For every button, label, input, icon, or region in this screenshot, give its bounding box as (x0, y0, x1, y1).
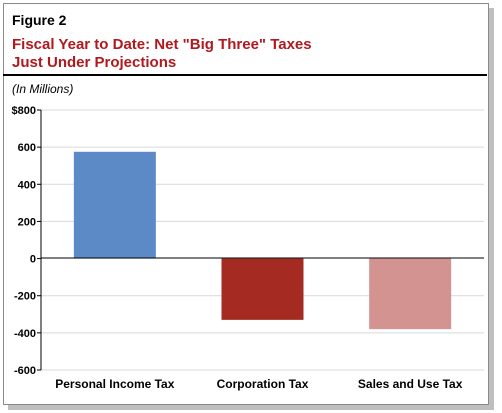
bars (73, 151, 452, 330)
y-tick-label: 200 (18, 216, 36, 228)
axes (40, 110, 484, 370)
y-tick-label: 600 (18, 142, 36, 154)
x-tick-labels: Personal Income Tax Corporation Tax Sales … (55, 377, 462, 391)
y-tick-labels: -600 -400 -200 0 200 400 600 $800 (12, 105, 41, 377)
x-category-label: Corporation Tax (217, 377, 309, 391)
y-tick-label: $800 (12, 105, 36, 117)
bar-sales-and-use-tax (369, 258, 452, 330)
y-tick-label: 0 (30, 254, 36, 266)
y-tick-label: -400 (14, 328, 36, 340)
y-tick-label: 400 (18, 179, 36, 191)
y-tick-label: -200 (14, 291, 36, 303)
x-category-label: Personal Income Tax (55, 377, 174, 391)
bar-personal-income-tax (73, 151, 156, 259)
bar-corporation-tax (221, 258, 304, 320)
y-tick-label: -600 (14, 365, 36, 377)
x-category-label: Sales and Use Tax (358, 377, 463, 391)
